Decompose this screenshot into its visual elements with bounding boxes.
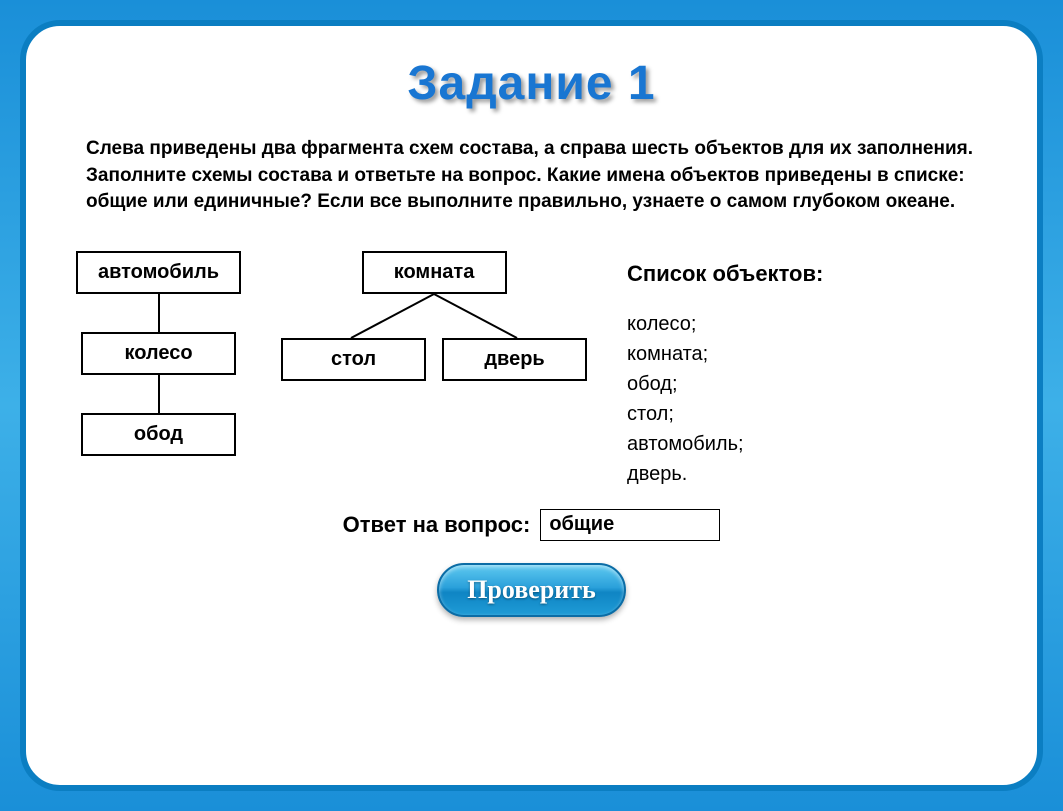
sidebar-title: Список объектов: [627,261,823,287]
connector-line [158,294,160,332]
list-item: колесо; [627,309,823,339]
bottom-area: Ответ на вопрос: Проверить [232,509,832,617]
diagram-fork: комната стол дверь [281,251,587,489]
list-item: комната; [627,339,823,369]
diagrams-container: автомобиль колесо обод комната стол двер… [76,251,587,489]
button-row: Проверить [232,563,832,617]
object-list-sidebar: Список объектов: колесо; комната; обод; … [627,251,823,489]
answer-label: Ответ на вопрос: [343,512,531,538]
list-item: стол; [627,399,823,429]
connector-line [158,375,160,413]
fork-children-row: стол дверь [281,338,587,381]
list-item: автомобиль; [627,429,823,459]
node-wheel[interactable]: колесо [81,332,236,375]
node-automobile[interactable]: автомобиль [76,251,241,294]
check-button[interactable]: Проверить [437,563,626,617]
node-rim[interactable]: обод [81,413,236,456]
node-room[interactable]: комната [362,251,507,294]
main-area: автомобиль колесо обод комната стол двер… [76,251,987,489]
diagram-chain: автомобиль колесо обод [76,251,241,489]
answer-row: Ответ на вопрос: [232,509,832,541]
page-title: Задание 1 [76,56,987,111]
answer-input[interactable] [540,509,720,541]
list-item: дверь. [627,459,823,489]
node-door[interactable]: дверь [442,338,587,381]
node-table[interactable]: стол [281,338,426,381]
object-list: колесо; комната; обод; стол; автомобиль;… [627,309,823,489]
content-card: Задание 1 Слева приведены два фрагмента … [20,20,1043,791]
fork-connector [281,294,587,338]
list-item: обод; [627,369,823,399]
instructions-text: Слева приведены два фрагмента схем соста… [76,136,987,216]
